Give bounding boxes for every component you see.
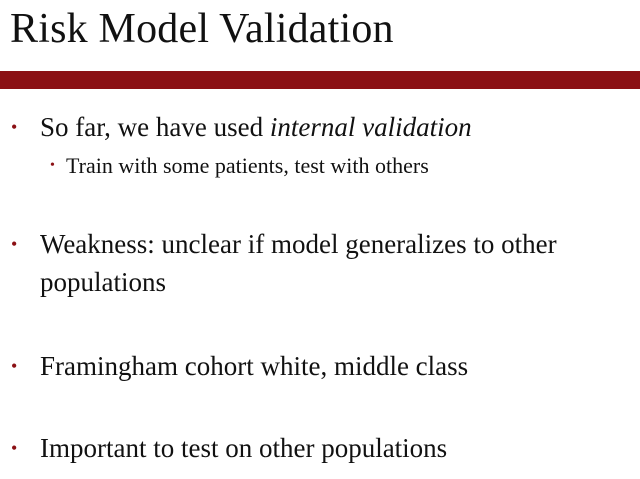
- bullet-text: So far, we have used: [40, 112, 270, 142]
- bullet-internal-validation: So far, we have used internal validation: [40, 109, 472, 145]
- sub-bullet-train-test: Train with some patients, test with othe…: [66, 153, 429, 178]
- bullet-framingham: Framingham cohort white, middle class: [40, 351, 469, 381]
- slide-title: Risk Model Validation: [10, 6, 394, 52]
- title-divider: [0, 71, 640, 89]
- sub-bullet-dot-icon: •: [50, 158, 55, 173]
- bullet-weakness-line2: populations: [40, 267, 166, 297]
- bullet-weakness-line1: Weakness: unclear if model generalizes t…: [40, 229, 557, 259]
- bullet-dot-icon: •: [11, 117, 18, 137]
- bullet-dot-icon: •: [11, 234, 18, 254]
- bullet-test-other-populations: Important to test on other populations: [40, 433, 448, 463]
- bullet-dot-icon: •: [11, 438, 18, 458]
- bullet-dot-icon: •: [11, 356, 18, 376]
- bullet-emphasis: internal validation: [269, 112, 472, 142]
